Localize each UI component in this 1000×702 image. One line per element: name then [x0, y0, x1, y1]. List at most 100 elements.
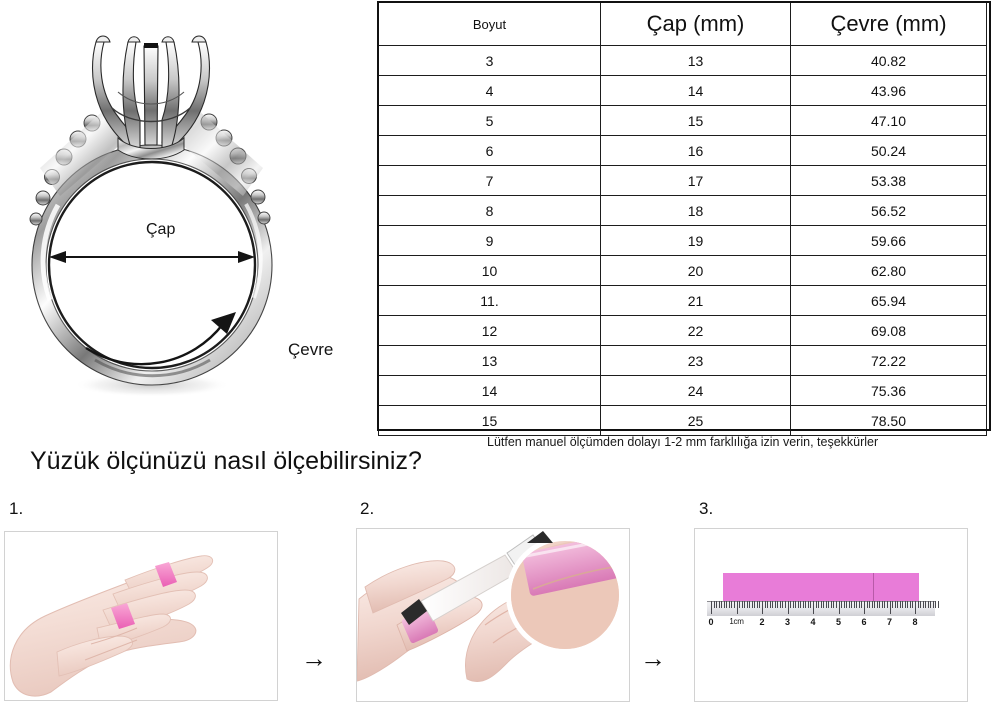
ruler-tick-major: [787, 601, 789, 614]
table-row: 3 13 40.82: [378, 45, 987, 76]
cell-size: 12: [378, 315, 601, 346]
table-row: 13 23 72.22: [378, 345, 987, 376]
step-1-image-hand-with-strip: [4, 531, 278, 701]
table-body: 3 13 40.82 4 14 43.96 5 15 47.10 6 16 50.24 7 17 53.38…: [378, 45, 987, 436]
ruler-tick-minor: [876, 601, 878, 608]
cell-diameter: 20: [600, 255, 791, 286]
ruler-tick-minor: [884, 601, 886, 608]
cell-diameter: 14: [600, 75, 791, 106]
cell-circumference: 40.82: [790, 45, 987, 76]
table-row: 11. 21 65.94: [378, 285, 987, 316]
cell-circumference: 59.66: [790, 225, 987, 256]
table-row: 14 24 75.36: [378, 375, 987, 406]
ruler-tick-minor: [749, 601, 751, 608]
step-number-3: 3.: [699, 499, 714, 518]
ruler-tick-minor: [815, 601, 817, 608]
ruler-tick-minor: [886, 601, 888, 608]
header-size: Boyut: [378, 2, 601, 46]
step-number-1: 1.: [9, 499, 24, 518]
ring-illustration: [29, 35, 273, 397]
cell-circumference: 72.22: [790, 345, 987, 376]
ruler-tick-minor: [733, 601, 735, 608]
ruler-tick-minor: [800, 601, 802, 608]
ruler-tick-minor: [784, 601, 786, 608]
circumference-arrow: [85, 323, 224, 366]
ruler-tick-minor: [802, 601, 804, 608]
ring-size-table-container: Boyut Çap (mm) Çevre (mm) 3 13 40.82 4 14 43.…: [378, 2, 987, 436]
ruler-tick-minor: [869, 601, 871, 608]
arrow-step2-to-step3: →: [640, 643, 666, 673]
ruler-tick-minor: [723, 601, 725, 608]
cell-diameter: 23: [600, 345, 791, 376]
cell-diameter: 24: [600, 375, 791, 406]
ruler-tick-minor: [728, 601, 730, 608]
ruler-tick-minor: [764, 601, 766, 608]
ruler-tick-minor: [716, 601, 718, 608]
ruler-tick-minor: [848, 601, 850, 608]
table-row: 5 15 47.10: [378, 105, 987, 136]
ruler-tick-minor: [907, 601, 909, 608]
ruler-label-8: 8: [912, 617, 918, 627]
header-diameter: Çap (mm): [600, 2, 791, 46]
cell-circumference: 78.50: [790, 405, 987, 436]
cell-size: 8: [378, 195, 601, 226]
ruler-tick-minor: [825, 601, 827, 608]
ruler-tick-minor: [930, 601, 932, 608]
ruler-tick-minor: [935, 601, 937, 608]
ruler-tick-minor: [797, 601, 799, 608]
paper-strip-lower: [111, 603, 135, 629]
table-row: 8 18 56.52: [378, 195, 987, 226]
cell-size: 14: [378, 375, 601, 406]
table-row: 12 22 69.08: [378, 315, 987, 346]
cell-diameter: 13: [600, 45, 791, 76]
shoulder-metal-right: [174, 110, 263, 196]
ruler-tick-minor: [818, 601, 820, 608]
ruler-tick-minor: [774, 601, 776, 608]
cell-size: 11.: [378, 285, 601, 316]
ruler-tick-minor: [782, 601, 784, 608]
ring-size-table: Boyut Çap (mm) Çevre (mm) 3 13 40.82 4 14 43.…: [378, 2, 987, 436]
ruler-tick-minor: [922, 601, 924, 608]
cell-size: 9: [378, 225, 601, 256]
ruler-tick-major: [711, 601, 712, 614]
cell-circumference: 75.36: [790, 375, 987, 406]
ruler-tick-minor: [820, 601, 822, 608]
ruler-tick-minor: [830, 601, 832, 608]
table-row: 7 17 53.38: [378, 165, 987, 196]
ruler-label-0: 0: [708, 617, 714, 627]
pen-tip: [401, 599, 427, 625]
cell-diameter: 15: [600, 105, 791, 136]
cell-diameter: 22: [600, 315, 791, 346]
ruler-tick-minor: [881, 601, 883, 608]
header-circumference: Çevre (mm): [790, 2, 987, 46]
cell-size: 3: [378, 45, 601, 76]
cell-circumference: 50.24: [790, 135, 987, 166]
ruler-tick-minor: [851, 601, 853, 608]
ruler-tick-major: [915, 601, 916, 614]
shoulder-metal-left: [40, 110, 128, 196]
magnified-inset: [506, 531, 624, 654]
table-row: 4 14 43.96: [378, 75, 987, 106]
step-2-image-mark-strip: [356, 528, 630, 702]
circumference-label: Çevre: [288, 340, 334, 359]
ruler-tick-minor: [744, 601, 746, 608]
ruler-tick-major: [889, 601, 891, 614]
ring-prong-setting: [91, 35, 211, 160]
ruler-tick-minor: [899, 601, 901, 608]
ruler-tick-minor: [731, 601, 733, 608]
ruler-tick-minor: [917, 601, 919, 608]
table-row: 9 19 59.66: [378, 225, 987, 256]
ring-inner-hole: [49, 162, 255, 368]
ruler-label-3: 3: [784, 617, 791, 627]
ruler-tick-minor: [751, 601, 753, 608]
ruler-tick-major: [838, 601, 840, 614]
ruler-tick-minor: [904, 601, 906, 608]
ruler-tick-major: [736, 601, 738, 614]
ring-cross-section-diagram: Çap Çevre: [0, 0, 375, 430]
measurement-tolerance-note: Lütfen manuel ölçümden dolayı 1-2 mm far…: [487, 435, 879, 449]
cell-diameter: 17: [600, 165, 791, 196]
ruler-tick-minor: [795, 601, 797, 608]
ruler-tick-major: [864, 601, 865, 614]
ruler-tick-minor: [721, 601, 723, 608]
